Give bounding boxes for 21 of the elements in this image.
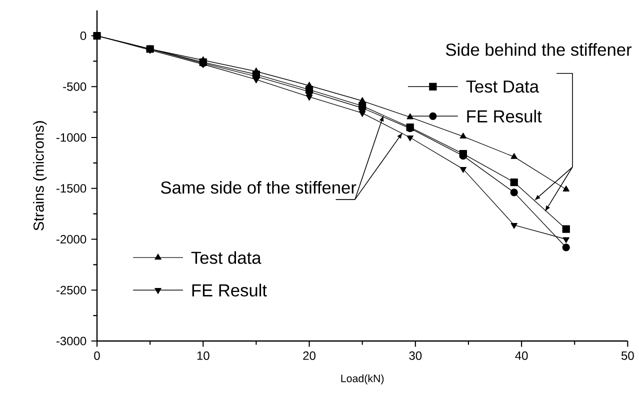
y-tick-label: -500 xyxy=(63,82,86,91)
x-axis-title: Load(kN) xyxy=(341,374,384,384)
x-tick-label: 10 xyxy=(197,351,210,360)
x-tick-label: 40 xyxy=(515,351,528,360)
legend-label: Test Data xyxy=(466,80,540,93)
y-tick-label: -1500 xyxy=(56,184,86,193)
y-tick-label: -2500 xyxy=(56,286,86,294)
x-tick-label: 20 xyxy=(303,351,316,360)
x-tick-label: 30 xyxy=(409,351,422,360)
y-tick-label: -2000 xyxy=(56,235,86,244)
y-tick-label: -1000 xyxy=(56,133,86,142)
y-axis-title: Strains (microns) xyxy=(33,121,47,230)
annotation: Side behind the stiffener xyxy=(446,43,632,56)
legend-label: FE Result xyxy=(467,110,542,123)
x-tick-label: 0 xyxy=(94,351,100,360)
legend-label: Test data xyxy=(191,251,262,264)
annotation: Same side of the stiffener xyxy=(161,180,356,194)
y-tick-label: 0 xyxy=(80,32,86,40)
y-tick-label: -3000 xyxy=(56,336,86,346)
legend-label: FE Result xyxy=(192,284,267,296)
x-tick-label: 50 xyxy=(621,351,634,360)
